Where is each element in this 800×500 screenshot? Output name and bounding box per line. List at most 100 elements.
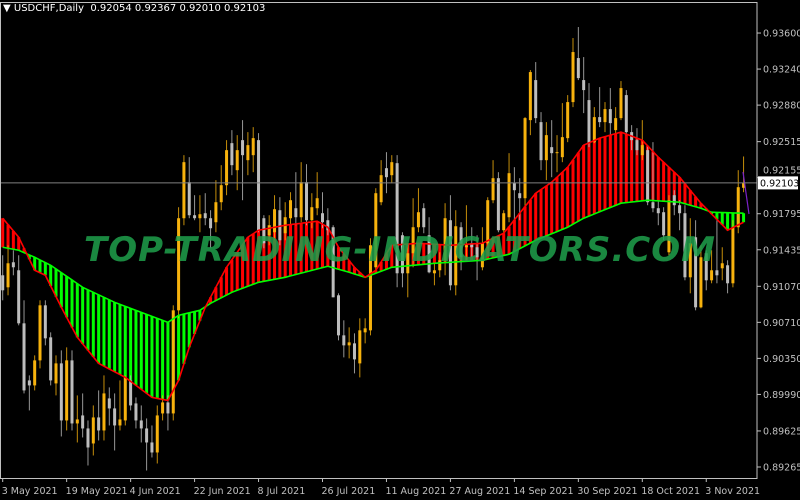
candle-body — [352, 343, 356, 360]
candle — [22, 300, 26, 394]
candle — [38, 300, 42, 369]
candle — [726, 260, 730, 294]
x-tick-label: 18 Oct 2021 — [641, 486, 700, 497]
candle — [209, 210, 213, 249]
candle-body — [182, 162, 186, 219]
candle-body — [75, 419, 79, 424]
candle-body — [731, 227, 735, 284]
candle — [560, 103, 564, 163]
candle — [155, 405, 159, 464]
candle-body — [496, 178, 500, 231]
candle-body — [214, 202, 218, 223]
candle-body — [438, 260, 442, 271]
candle-body — [177, 218, 181, 311]
candle-body — [555, 152, 559, 154]
candle — [368, 238, 372, 336]
candle-body — [150, 442, 154, 453]
candle-body — [70, 360, 74, 424]
candle — [432, 263, 436, 286]
candle-body — [81, 415, 85, 429]
x-tick-label: 4 Jun 2021 — [130, 486, 181, 497]
candle — [326, 208, 330, 236]
candle — [608, 88, 612, 136]
candle-body — [603, 109, 607, 123]
candle — [646, 145, 650, 206]
candle — [480, 227, 484, 271]
candle-body — [203, 213, 207, 219]
candle-body — [91, 417, 95, 444]
candle — [496, 172, 500, 233]
candle-body — [368, 245, 372, 331]
candle-body — [736, 187, 740, 228]
candle — [400, 232, 404, 288]
candle-body — [97, 417, 101, 431]
y-tick-label: 0.89625 — [763, 426, 800, 437]
candle-body — [571, 52, 575, 103]
candle-body — [17, 270, 21, 324]
candle-body — [448, 220, 452, 286]
candle — [598, 87, 602, 128]
candle-body — [363, 328, 367, 333]
candle — [107, 387, 111, 426]
time-axis[interactable]: 3 May 2021 19 May 2021 4 Jun 2021 22 Jun 20… — [2, 478, 760, 497]
candle-body — [539, 122, 543, 161]
candle-body — [134, 403, 138, 421]
y-tick-label: 0.91435 — [763, 245, 800, 256]
candle — [150, 425, 154, 458]
candle-body — [534, 80, 538, 119]
candle-body — [273, 209, 277, 233]
candle — [315, 172, 319, 216]
candle-body — [209, 218, 213, 229]
candle — [416, 188, 420, 233]
x-tick-label: 3 May 2021 — [2, 486, 58, 497]
candle — [715, 220, 719, 284]
candle-body — [566, 102, 570, 139]
candle — [134, 397, 138, 429]
candle — [614, 107, 618, 134]
candle — [635, 128, 639, 156]
candle — [464, 205, 468, 261]
candle-body — [656, 208, 660, 214]
candle-body — [742, 182, 746, 188]
chart-frame — [0, 2, 758, 479]
candle-body — [347, 342, 351, 346]
candle-body — [6, 263, 10, 288]
candle — [358, 318, 362, 378]
candle — [17, 255, 21, 326]
candle-body — [315, 198, 319, 209]
x-tick-label: 11 Aug 2021 — [385, 486, 446, 497]
candle-body — [646, 150, 650, 203]
candle — [699, 245, 703, 309]
candle — [448, 195, 452, 291]
triangle-down-icon[interactable]: ▼ — [3, 3, 11, 14]
candle — [390, 155, 394, 184]
price-axis[interactable]: 0.93600 0.93240 0.92880 0.92515 0.92155 0.917… — [757, 29, 800, 474]
candle — [406, 243, 410, 298]
candle-body — [400, 235, 404, 274]
candle-body — [299, 182, 303, 218]
candle — [422, 203, 426, 234]
candle-body — [278, 210, 282, 241]
candle-body — [342, 335, 346, 346]
candle — [11, 250, 15, 276]
candle-body — [230, 143, 234, 166]
candle-body — [640, 145, 644, 156]
candle-body — [86, 428, 90, 448]
y-tick-label: 0.93600 — [763, 29, 800, 40]
candle — [225, 140, 229, 196]
candle-body — [219, 185, 223, 203]
candle — [139, 405, 143, 443]
candle — [278, 197, 282, 246]
candle — [566, 95, 570, 143]
candle — [289, 192, 293, 226]
candle — [544, 122, 548, 181]
candle-body — [166, 402, 170, 414]
candle-body — [358, 330, 362, 364]
candle-body — [422, 208, 426, 228]
x-tick-label: 19 May 2021 — [66, 486, 128, 497]
candle-body — [59, 363, 63, 421]
candle-body — [518, 193, 522, 199]
candle-body — [443, 218, 447, 261]
candle-body — [528, 72, 532, 121]
